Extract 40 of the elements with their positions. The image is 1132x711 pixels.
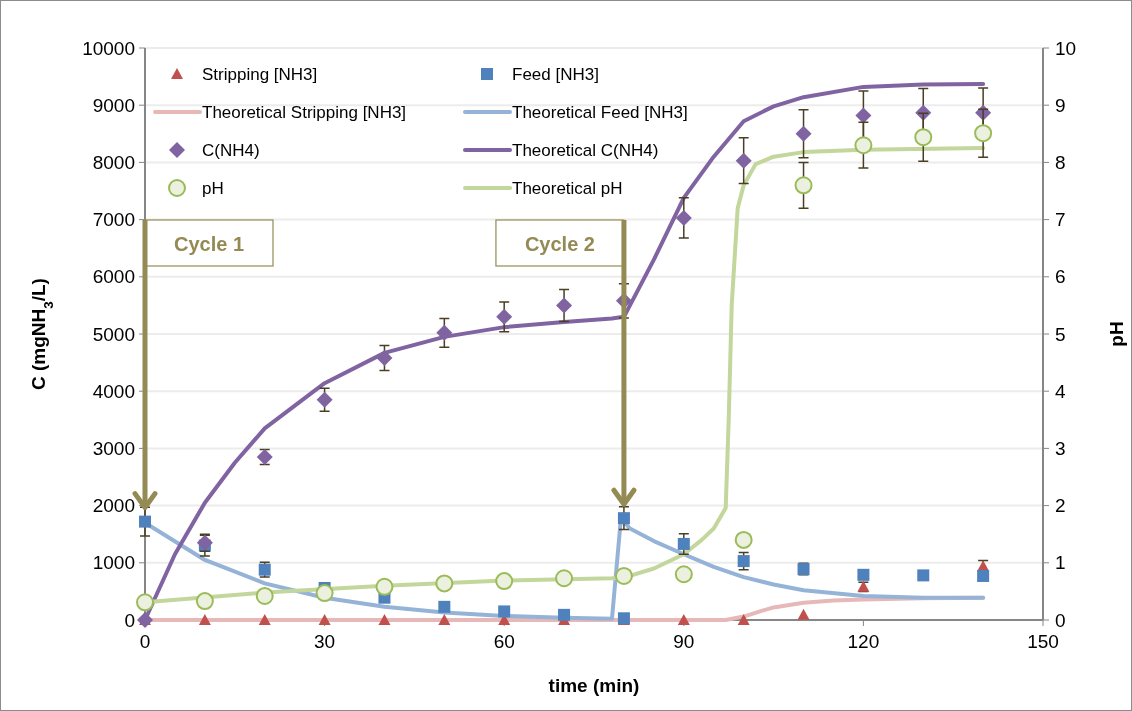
- annotation: Cycle 1: [173, 233, 245, 255]
- legend-label: Stripping [NH3]: [202, 65, 318, 84]
- y-tick-label: 3000: [92, 438, 135, 460]
- legend-label: Theoretical pH: [512, 179, 623, 198]
- y2-tick-label: 2: [1055, 495, 1066, 517]
- legend-label: pH: [202, 179, 224, 198]
- x-tick-label: 120: [847, 631, 880, 652]
- annotation: Cycle 2: [524, 233, 595, 255]
- y-tick-label: 2000: [92, 495, 135, 517]
- y2-tick-label: 0: [1055, 609, 1066, 631]
- y2-tick-label: 5: [1055, 323, 1066, 345]
- y2-tick-label: 9: [1055, 94, 1066, 116]
- x-tick-label: 0: [139, 631, 151, 652]
- y2-tick-label: 1: [1055, 552, 1066, 574]
- x-tick-label: 150: [1027, 631, 1059, 652]
- y2-tick-label: 8: [1055, 152, 1066, 174]
- legend-label: C(NH4): [202, 141, 260, 160]
- y2-axis-title: pH: [1106, 321, 1127, 347]
- y2-tick-label: 4: [1055, 380, 1066, 402]
- x-tick-label: 90: [673, 631, 695, 652]
- y-tick-label: 4000: [92, 380, 135, 402]
- y-tick-label: 5000: [92, 323, 135, 345]
- y2-tick-label: 7: [1055, 209, 1066, 231]
- x-tick-label: 60: [493, 631, 515, 652]
- x-tick-label: 30: [314, 631, 336, 652]
- y-tick-label: 6000: [92, 266, 135, 288]
- y2-tick-label: 6: [1055, 266, 1066, 288]
- x-axis-title: time (min): [548, 675, 640, 696]
- y-tick-label: 7000: [92, 209, 135, 231]
- y2-tick-label: 3: [1055, 438, 1066, 460]
- legend-label: Theoretical C(NH4): [512, 141, 659, 160]
- y-tick-label: 8000: [92, 152, 135, 174]
- legend-label: Feed [NH3]: [512, 65, 599, 84]
- y2-tick-label: 10: [1055, 37, 1077, 59]
- y-tick-label: 0: [124, 609, 135, 631]
- y-tick-label: 10000: [82, 37, 135, 59]
- y-tick-label: 9000: [92, 94, 135, 116]
- y-tick-label: 1000: [92, 552, 135, 574]
- legend-label: Theoretical Feed [NH3]: [512, 103, 688, 122]
- legend-label: Theoretical Stripping [NH3]: [202, 103, 407, 122]
